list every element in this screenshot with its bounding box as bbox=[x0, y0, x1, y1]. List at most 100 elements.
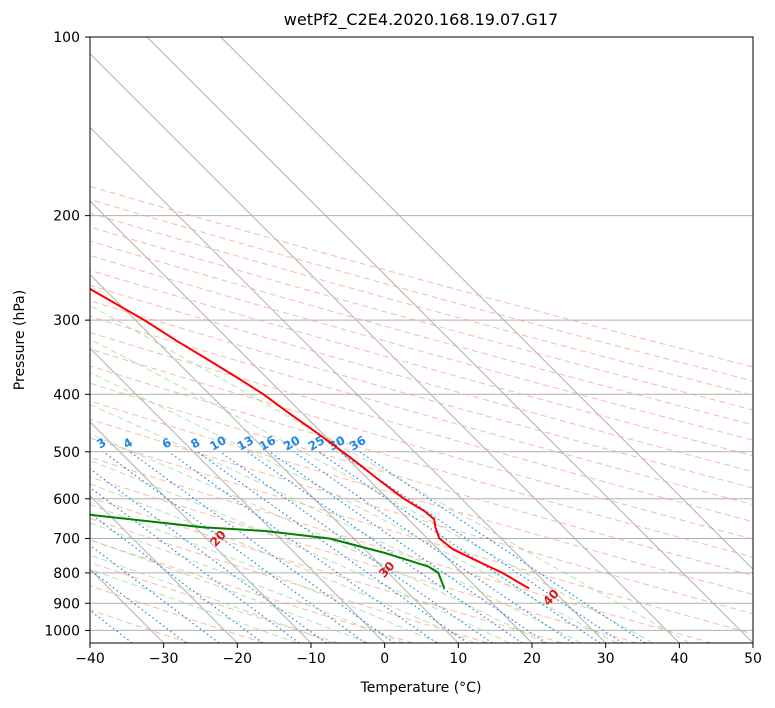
moist-adiabat bbox=[90, 433, 546, 643]
isotherm bbox=[90, 421, 312, 643]
dry-adiabat bbox=[90, 418, 753, 615]
mixing-ratio-label: 1 bbox=[0, 435, 14, 451]
mixing-ratio-line bbox=[196, 451, 468, 643]
mixing-ratio-lines bbox=[90, 451, 646, 643]
y-tick-label: 600 bbox=[53, 492, 80, 508]
dry-adiabat bbox=[90, 496, 563, 643]
dry-adiabat bbox=[90, 300, 753, 489]
y-tick-label: 400 bbox=[53, 387, 80, 403]
dry-adiabat bbox=[90, 456, 712, 643]
isotherm bbox=[90, 347, 386, 643]
mixing-ratio-line bbox=[293, 451, 574, 643]
dry-adiabat bbox=[90, 212, 753, 396]
dry-adiabat bbox=[90, 400, 753, 595]
x-tick-label: −20 bbox=[223, 651, 253, 667]
pressure-gridlines bbox=[90, 37, 753, 631]
x-tick-label: −30 bbox=[149, 651, 179, 667]
dry-adiabat bbox=[90, 365, 753, 558]
mixing-ratio-line bbox=[90, 486, 300, 643]
y-tick-label: 900 bbox=[53, 596, 80, 612]
mixing-ratio-label: 36 bbox=[347, 433, 368, 453]
isotherm bbox=[220, 37, 753, 571]
mixing-ratio-line bbox=[90, 512, 264, 643]
x-tick-label: 0 bbox=[380, 651, 389, 667]
mixing-ratio-line bbox=[90, 544, 220, 643]
dry-adiabat bbox=[90, 269, 753, 457]
x-axis: −40 −30 −20 −10 0 10 20 30 40 50 bbox=[75, 643, 762, 667]
x-tick-label: 50 bbox=[744, 651, 762, 667]
y-axis-label: Pressure (hPa) bbox=[12, 290, 28, 390]
moist-adiabat bbox=[90, 554, 333, 643]
mixing-ratio-line bbox=[168, 451, 437, 643]
x-tick-label: 10 bbox=[449, 651, 467, 667]
dry-adiabat bbox=[90, 476, 638, 643]
y-tick-label: 800 bbox=[53, 566, 80, 582]
moist-adiabat bbox=[90, 338, 654, 643]
dry-adiabat bbox=[90, 199, 753, 382]
y-tick-label: 300 bbox=[53, 313, 80, 329]
moist-adiabat bbox=[90, 404, 582, 643]
dry-adiabat bbox=[90, 539, 414, 643]
mixing-ratio-label: 16 bbox=[257, 433, 278, 453]
dry-adiabat bbox=[90, 185, 753, 368]
y-tick-label: 200 bbox=[53, 209, 80, 225]
mixing-ratio-label: 20 bbox=[281, 433, 302, 453]
dry-adiabat bbox=[90, 382, 753, 577]
mixing-ratio-line bbox=[247, 451, 523, 643]
isotherm bbox=[90, 494, 238, 643]
mixing-ratio-label: 1.5 bbox=[28, 432, 53, 455]
mixing-ratio-label: 13 bbox=[235, 433, 256, 453]
dry-adiabat bbox=[90, 585, 264, 643]
isotherm bbox=[90, 200, 533, 643]
x-axis-label: Temperature (°C) bbox=[360, 680, 482, 696]
y-tick-label: 1000 bbox=[44, 623, 80, 639]
mixing-ratio-line bbox=[129, 451, 395, 643]
dry-adiabat-label: 30 bbox=[376, 559, 398, 581]
x-tick-label: −40 bbox=[75, 651, 105, 667]
moist-adiabat bbox=[90, 522, 404, 643]
mixing-ratio-line bbox=[219, 451, 493, 643]
moist-adiabat bbox=[90, 539, 369, 643]
isotherm bbox=[90, 273, 459, 643]
mixing-ratio-label: 25 bbox=[306, 433, 327, 453]
sounding-line bbox=[90, 513, 446, 589]
dry-adiabat bbox=[90, 315, 753, 506]
x-tick-label: 30 bbox=[597, 651, 615, 667]
y-tick-label: 100 bbox=[53, 30, 80, 46]
moist-adiabat bbox=[90, 459, 511, 643]
x-tick-label: 40 bbox=[670, 651, 688, 667]
mixing-ratio-line bbox=[359, 451, 646, 643]
isotherm bbox=[90, 52, 680, 643]
mixing-ratio-label: 10 bbox=[207, 433, 228, 453]
dry-adiabat bbox=[90, 240, 753, 426]
dry-adiabats bbox=[90, 185, 753, 643]
moist-adiabat bbox=[90, 372, 618, 643]
plot-frame bbox=[89, 36, 754, 644]
chart-title: wetPf2_C2E4.2020.168.19.07.G17 bbox=[284, 10, 558, 30]
isotherm bbox=[146, 37, 753, 643]
dry-adiabat bbox=[90, 609, 189, 643]
sounding-line bbox=[90, 287, 530, 590]
dry-adiabat bbox=[90, 255, 753, 441]
dry-adiabat bbox=[90, 284, 753, 473]
mixing-ratio-line bbox=[90, 468, 327, 643]
dry-adiabat bbox=[90, 348, 753, 540]
mixing-ratio-line bbox=[102, 451, 366, 643]
moist-adiabat bbox=[90, 504, 440, 643]
dry-adiabat bbox=[90, 517, 488, 643]
sounding-series bbox=[90, 287, 530, 590]
mixing-ratio-line bbox=[269, 451, 547, 643]
mixing-ratio-label: 6 bbox=[160, 435, 174, 451]
mixing-ratio-label: 4 bbox=[121, 435, 135, 451]
moist-adiabats bbox=[90, 304, 690, 643]
mixing-ratio-line bbox=[338, 451, 623, 643]
x-tick-label: 20 bbox=[523, 651, 541, 667]
y-tick-label: 700 bbox=[53, 532, 80, 548]
isotherms bbox=[90, 37, 753, 643]
dry-adiabat bbox=[90, 437, 753, 635]
y-axis: 100 200 300 400 500 600 700 800 900 1000 bbox=[44, 30, 90, 639]
x-tick-label: −10 bbox=[296, 651, 326, 667]
dry-adiabat bbox=[90, 332, 753, 523]
